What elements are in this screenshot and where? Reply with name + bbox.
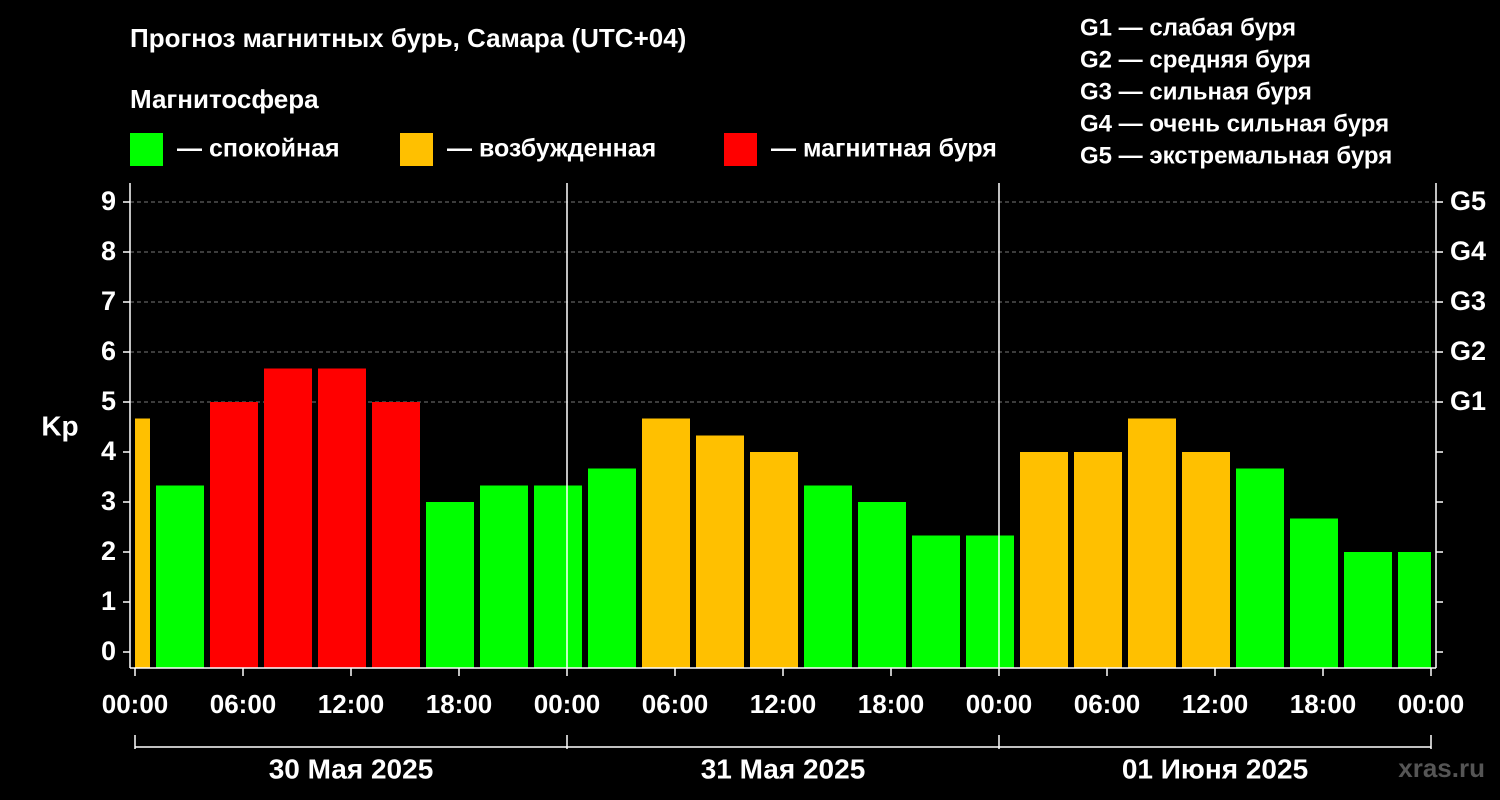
y-tick-label: 1: [101, 586, 116, 616]
bar: [156, 485, 204, 668]
bar: [426, 502, 474, 668]
day-label: 31 Мая 2025: [701, 753, 866, 784]
y2-tick-label: G2: [1450, 336, 1486, 366]
y-tick-label: 0: [101, 636, 116, 666]
legend-swatch: [724, 133, 757, 166]
legend-title: Магнитосфера: [130, 84, 319, 114]
x-tick-label: 18:00: [426, 689, 493, 719]
bar: [480, 485, 528, 668]
scale-note: G5 — экстремальная буря: [1080, 142, 1392, 169]
chart-title: Прогноз магнитных бурь, Самара (UTC+04): [130, 23, 686, 53]
x-tick-label: 00:00: [966, 689, 1033, 719]
legend-swatch: [130, 133, 163, 166]
bar: [912, 535, 960, 668]
x-tick-label: 06:00: [1074, 689, 1141, 719]
bar: [1398, 552, 1431, 668]
bar: [318, 368, 366, 668]
bar: [1074, 452, 1122, 668]
bar: [696, 435, 744, 668]
scale-note: G1 — слабая буря: [1080, 14, 1296, 41]
x-tick-label: 18:00: [1290, 689, 1357, 719]
bar: [210, 402, 258, 668]
x-tick-label: 06:00: [642, 689, 709, 719]
y2-tick-label: G4: [1450, 236, 1486, 266]
scale-note: G2 — средняя буря: [1080, 46, 1311, 73]
y2-tick-label: G5: [1450, 186, 1486, 216]
bar: [135, 418, 150, 668]
bar: [804, 485, 852, 668]
bar: [642, 418, 690, 668]
y-tick-label: 3: [101, 486, 116, 516]
y-tick-label: 6: [101, 336, 116, 366]
bar: [858, 502, 906, 668]
bar: [588, 468, 636, 668]
legend-label: — спокойная: [177, 135, 340, 163]
bar: [750, 452, 798, 668]
bar: [1182, 452, 1230, 668]
y2-tick-label: G1: [1450, 386, 1486, 416]
bar: [1344, 552, 1392, 668]
bar: [372, 402, 420, 668]
y-tick-label: 9: [101, 186, 116, 216]
y-tick-label: 4: [101, 436, 116, 466]
legend-label: — магнитная буря: [771, 135, 997, 163]
bar: [966, 535, 1014, 668]
bar: [264, 368, 312, 668]
day-label: 01 Июня 2025: [1122, 753, 1308, 784]
bar: [1128, 418, 1176, 668]
x-tick-label: 00:00: [1398, 689, 1465, 719]
watermark: xras.ru: [1398, 753, 1485, 783]
bar: [1290, 518, 1338, 668]
x-tick-label: 12:00: [750, 689, 817, 719]
x-tick-label: 18:00: [858, 689, 925, 719]
scale-note: G4 — очень сильная буря: [1080, 110, 1389, 137]
y-axis-label: Kp: [41, 410, 78, 441]
bar: [534, 485, 582, 668]
x-tick-label: 00:00: [534, 689, 601, 719]
bar: [1236, 468, 1284, 668]
x-tick-label: 00:00: [102, 689, 169, 719]
x-tick-label: 12:00: [318, 689, 385, 719]
y2-tick-label: G3: [1450, 286, 1486, 316]
x-tick-label: 12:00: [1182, 689, 1249, 719]
y-tick-label: 7: [101, 286, 116, 316]
day-label: 30 Мая 2025: [269, 753, 434, 784]
y-tick-label: 5: [101, 386, 116, 416]
legend-label: — возбужденная: [447, 135, 656, 163]
y-tick-label: 8: [101, 236, 116, 266]
scale-note: G3 — сильная буря: [1080, 78, 1312, 105]
x-tick-label: 06:00: [210, 689, 277, 719]
y-tick-label: 2: [101, 536, 116, 566]
legend-swatch: [400, 133, 433, 166]
bar: [1020, 452, 1068, 668]
